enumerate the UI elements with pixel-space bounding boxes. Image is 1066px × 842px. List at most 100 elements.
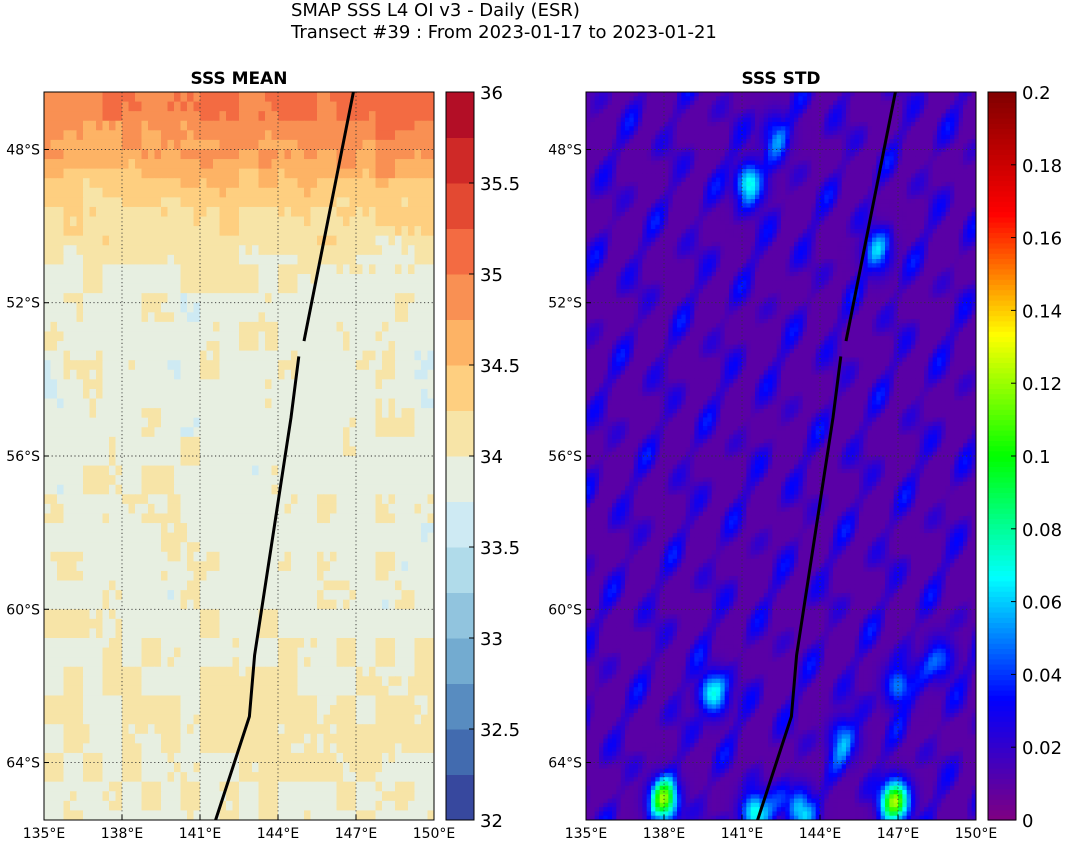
- heatmap-cell: [122, 159, 130, 170]
- heatmap-cell: [213, 752, 221, 764]
- heatmap-cell: [414, 274, 422, 285]
- heatmap-cell: [232, 618, 240, 630]
- heatmap-cell: [369, 398, 377, 409]
- heatmap-cell: [161, 523, 169, 534]
- heatmap-cell: [141, 628, 149, 639]
- heatmap-cell: [252, 264, 260, 275]
- heatmap-cell: [226, 417, 234, 428]
- heatmap-cell: [950, 100, 955, 106]
- heatmap-cell: [323, 321, 331, 333]
- heatmap-cell: [317, 341, 325, 352]
- heatmap-cell: [193, 168, 201, 179]
- heatmap-cell: [356, 666, 364, 677]
- heatmap-cell: [96, 101, 104, 112]
- heatmap-cell: [323, 456, 331, 467]
- heatmap-cell: [945, 104, 951, 110]
- heatmap-cell: [323, 570, 331, 582]
- heatmap-cell: [271, 494, 279, 505]
- heatmap-cell: [232, 714, 240, 725]
- heatmap-cell: [63, 130, 71, 141]
- heatmap-cell: [304, 695, 312, 706]
- heatmap-cell: [278, 705, 286, 716]
- heatmap-cell: [141, 293, 149, 304]
- heatmap-cell: [109, 379, 117, 390]
- heatmap-cell: [70, 676, 78, 687]
- heatmap-cell: [388, 685, 396, 697]
- heatmap-cell: [323, 599, 331, 610]
- heatmap-cell: [245, 216, 253, 227]
- heatmap-cell: [141, 810, 149, 820]
- heatmap-cell: [161, 388, 169, 400]
- heatmap-cell: [128, 216, 136, 227]
- heatmap-cell: [414, 456, 422, 467]
- heatmap-cell: [76, 456, 84, 467]
- heatmap-cell: [421, 293, 429, 304]
- heatmap-cell: [193, 714, 201, 725]
- heatmap-cell: [763, 96, 769, 102]
- heatmap-cell: [414, 436, 422, 448]
- heatmap-cell: [50, 676, 58, 687]
- heatmap-cell: [401, 254, 409, 266]
- heatmap-cell: [109, 513, 117, 524]
- heatmap-cell: [213, 484, 221, 495]
- heatmap-cell: [135, 331, 143, 342]
- heatmap-cell: [343, 101, 351, 112]
- heatmap-cell: [200, 590, 208, 601]
- heatmap-cell: [245, 484, 253, 495]
- heatmap-cell: [343, 350, 351, 361]
- heatmap-cell: [167, 178, 175, 189]
- heatmap-cell: [323, 628, 331, 639]
- heatmap-cell: [83, 398, 91, 409]
- heatmap-cell: [271, 465, 279, 476]
- heatmap-cell: [310, 685, 318, 697]
- heatmap-cell: [395, 781, 403, 792]
- heatmap-cell: [50, 235, 58, 246]
- heatmap-cell: [336, 695, 344, 706]
- heatmap-cell: [271, 685, 279, 697]
- heatmap-cell: [265, 609, 273, 620]
- heatmap-cell: [395, 772, 403, 783]
- heatmap-cell: [323, 465, 331, 476]
- heatmap-cell: [408, 733, 416, 744]
- heatmap-cell: [135, 590, 143, 601]
- heatmap-cell: [388, 159, 396, 170]
- heatmap-cell: [369, 216, 377, 227]
- heatmap-cell: [252, 321, 260, 333]
- heatmap-cell: [206, 647, 214, 658]
- heatmap-cell: [362, 274, 370, 285]
- heatmap-cell: [317, 293, 325, 304]
- heatmap-cell: [83, 676, 91, 687]
- heatmap-cell: [135, 149, 143, 160]
- heatmap-cell: [219, 781, 227, 792]
- heatmap-cell: [414, 762, 422, 773]
- heatmap-cell: [148, 92, 156, 103]
- heatmap-cell: [245, 561, 253, 572]
- heatmap-cell: [232, 800, 240, 812]
- heatmap-cell: [63, 321, 71, 333]
- heatmap-cell: [44, 254, 52, 266]
- heatmap-cell: [343, 245, 351, 256]
- heatmap-cell: [63, 695, 71, 706]
- heatmap-cell: [401, 494, 409, 505]
- heatmap-cell: [57, 159, 65, 170]
- heatmap-cell: [239, 254, 247, 266]
- heatmap-cell: [954, 100, 960, 106]
- heatmap-cell: [167, 714, 175, 725]
- heatmap-cell: [963, 96, 968, 102]
- heatmap-cell: [115, 685, 123, 697]
- heatmap-cell: [375, 206, 383, 218]
- heatmap-cell: [245, 791, 253, 802]
- heatmap-cell: [50, 226, 58, 237]
- heatmap-cell: [135, 159, 143, 170]
- heatmap-cell: [349, 513, 357, 524]
- heatmap-cell: [414, 417, 422, 428]
- heatmap-cell: [310, 369, 318, 380]
- heatmap-cell: [304, 532, 312, 543]
- heatmap-cell: [148, 772, 156, 783]
- heatmap-cell: [265, 139, 273, 151]
- heatmap-cell: [297, 379, 305, 390]
- heatmap-cell: [174, 724, 182, 735]
- heatmap-cell: [304, 647, 312, 658]
- heatmap-cell: [291, 532, 299, 543]
- heatmap-cell: [141, 398, 149, 409]
